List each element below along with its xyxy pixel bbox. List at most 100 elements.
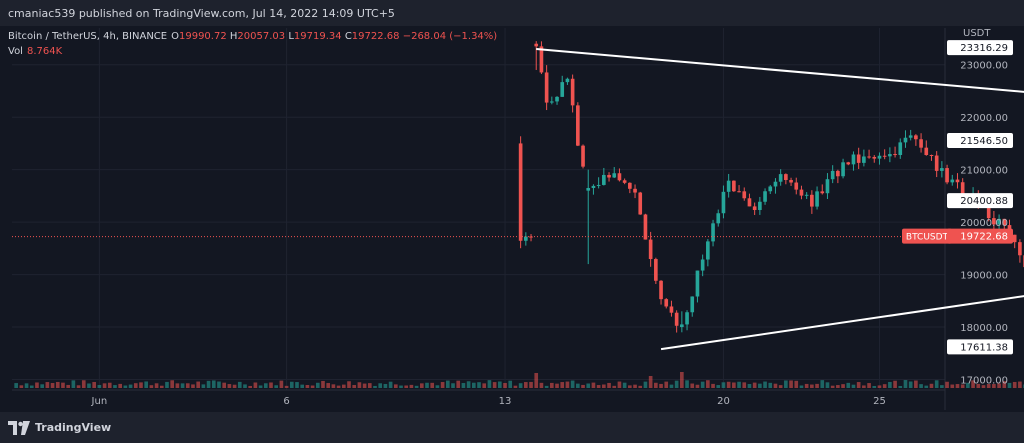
volume-bar: [591, 382, 596, 388]
volume-bar: [820, 380, 825, 388]
candle-body: [784, 174, 788, 181]
volume-bar: [165, 381, 169, 388]
x-tick-label: 20: [717, 396, 730, 407]
volume-bar: [482, 383, 487, 388]
candle-body: [560, 82, 565, 97]
candle-body: [924, 147, 929, 155]
x-tick-label: 25: [873, 396, 886, 407]
volume-bar: [685, 380, 689, 388]
volume-bar: [435, 385, 440, 388]
candle-body: [534, 43, 539, 47]
volume-bar: [1002, 381, 1007, 388]
candle-body: [570, 78, 575, 106]
volume-bar: [243, 384, 247, 388]
candle-body: [945, 168, 949, 183]
candle-body: [898, 142, 903, 156]
candle-body: [695, 270, 700, 297]
volume-bar: [55, 381, 60, 388]
volume-bar: [992, 384, 996, 388]
volume-bar: [784, 380, 788, 388]
volume-bar: [367, 383, 372, 388]
volume-bar: [81, 380, 86, 388]
volume-bar: [300, 384, 305, 388]
volume-bar: [971, 380, 975, 388]
volume-bar: [113, 385, 117, 388]
candle-body: [820, 191, 825, 194]
candle-body: [726, 180, 731, 192]
symbol-header: Bitcoin / TetherUS, 4h, BINANCE O19990.7…: [8, 31, 497, 42]
volume-bar: [555, 383, 559, 388]
candle-body: [836, 170, 840, 177]
volume-bar: [836, 385, 840, 388]
top-bar: cmaniac539 published on TradingView.com,…: [0, 0, 1024, 26]
volume-bar: [107, 382, 112, 388]
volume-bar: [768, 382, 773, 388]
volume-bar: [789, 380, 793, 388]
candle-body: [908, 135, 913, 138]
current-price-badge: [947, 228, 1013, 244]
volume-bar: [185, 383, 190, 388]
volume-bar: [92, 381, 96, 388]
volume-bar: [830, 385, 835, 388]
trendline-lower: [660, 295, 1024, 351]
ohlc-change: −268.04 (−1.34%): [402, 31, 498, 42]
volume-bar: [378, 383, 383, 388]
symbol-line[interactable]: Bitcoin / TetherUS, 4h, BINANCE: [8, 31, 168, 42]
current-symbol-badge: [902, 228, 952, 244]
candle-body: [815, 191, 819, 207]
volume-bar: [1018, 381, 1022, 388]
x-tick-label: 13: [499, 396, 512, 407]
volume-bar: [503, 382, 507, 388]
volume-bar: [269, 382, 273, 388]
volume-bar: [159, 385, 164, 388]
volume-bar: [524, 382, 528, 388]
volume-bar: [289, 381, 294, 388]
candle-body: [789, 180, 793, 183]
candle-body: [524, 236, 528, 241]
volume-bar: [919, 384, 923, 388]
volume-bar: [118, 383, 122, 388]
volume-bar: [357, 382, 362, 388]
volume-bar: [732, 382, 736, 388]
volume-bar: [825, 382, 830, 388]
volume-bar: [232, 384, 237, 388]
candle-body: [919, 139, 923, 148]
candle-body: [841, 162, 845, 177]
volume-bar: [596, 385, 601, 388]
candle-body: [888, 154, 892, 157]
y-tick-label: 21000.00: [960, 166, 1008, 177]
volume-bar: [659, 383, 663, 388]
volume-bar: [102, 383, 107, 388]
volume-bar: [955, 384, 960, 388]
candle-body: [737, 191, 741, 193]
candle-body: [706, 241, 710, 260]
candle-body: [518, 143, 523, 241]
volume-bar: [867, 383, 871, 388]
volume-bar: [498, 381, 502, 388]
volume-bar: [419, 383, 424, 388]
volume-bar: [414, 385, 419, 388]
candle-body: [638, 192, 643, 215]
volume-bar: [680, 372, 684, 388]
volume-bar: [445, 380, 450, 388]
volume-bar: [399, 385, 403, 388]
volume-bar: [508, 380, 513, 388]
candle-body: [799, 189, 804, 196]
candle-body: [830, 170, 835, 180]
tradingview-brand[interactable]: TradingView: [8, 420, 111, 435]
volume-bar: [804, 383, 809, 388]
volume-bar: [674, 380, 679, 388]
volume-bar: [513, 385, 518, 388]
volume-bar: [846, 382, 851, 388]
volume-bar: [529, 381, 533, 388]
price-label-box: [947, 193, 1013, 209]
volume-bar: [716, 385, 721, 388]
current-price-text: 19722.68: [960, 232, 1008, 243]
volume-bar: [237, 381, 242, 388]
volume-bar: [664, 381, 669, 388]
volume-bar: [981, 385, 986, 388]
volume-bar: [799, 385, 804, 388]
candle-body: [581, 145, 585, 167]
volume-bar: [778, 385, 783, 388]
